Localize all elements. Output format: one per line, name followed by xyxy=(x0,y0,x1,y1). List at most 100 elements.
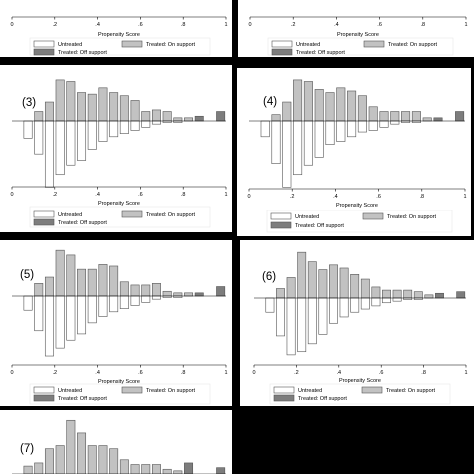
bar-untreated xyxy=(151,120,161,125)
bar-treated-on xyxy=(141,464,151,474)
bar-untreated xyxy=(390,120,400,125)
x-tick-label: .4 xyxy=(334,22,339,28)
bar-untreated xyxy=(109,120,119,138)
bar-treated-on xyxy=(424,294,434,299)
bar-treated-on xyxy=(368,106,378,122)
legend-4: Untreated Treated: On support Treated: O… xyxy=(266,210,453,233)
bar-treated-on xyxy=(141,111,151,122)
bar-untreated xyxy=(151,295,161,300)
bar-treated-on xyxy=(413,291,423,299)
bar-treated-on xyxy=(339,267,349,299)
x-axis-title: Propensity Score xyxy=(98,379,140,385)
x-tick-label: 0 xyxy=(247,194,250,200)
bar-untreated xyxy=(271,120,281,164)
legend-untreated-swatch xyxy=(33,40,55,48)
legend-treated-on-swatch xyxy=(121,40,143,48)
legend-treated-on-label: Treated: On support xyxy=(388,42,437,48)
bar-treated-on xyxy=(44,101,54,122)
x-tick-label: 1 xyxy=(464,370,467,376)
x-ticks-3: 0 .2 .4 .6 .8 1 xyxy=(10,187,228,198)
bar-treated-on xyxy=(371,286,381,299)
bar-untreated xyxy=(141,120,151,128)
bar-treated-on xyxy=(109,92,119,122)
bar-treated-on xyxy=(422,117,432,122)
x-tick-label: .8 xyxy=(181,22,186,28)
x-tick-label: .6 xyxy=(376,194,381,200)
bar-treated-on xyxy=(151,283,161,297)
bar-treated-on xyxy=(130,284,140,297)
bar-treated-on xyxy=(151,464,161,474)
bar-untreated xyxy=(260,120,270,138)
bar-treated-on xyxy=(318,269,328,299)
x-tick-label: .8 xyxy=(420,194,425,200)
bar-treated-off xyxy=(433,117,443,122)
legend-treated-off-swatch xyxy=(271,48,293,56)
bar-untreated xyxy=(119,295,129,309)
legend-untreated-swatch xyxy=(33,210,55,218)
bar-treated-on xyxy=(130,464,140,474)
bar-treated-off xyxy=(456,291,466,299)
x-tick-label: .8 xyxy=(181,370,186,376)
bar-treated-on xyxy=(119,281,129,297)
bar-treated-on xyxy=(66,254,76,297)
x-axis-title: Propensity Score xyxy=(98,201,140,207)
legend-untreated-label: Untreated xyxy=(296,42,320,48)
bar-treated-on xyxy=(44,276,54,297)
legend-treated-off-label: Treated: Off support xyxy=(296,50,345,56)
legend-treated-on-label: Treated: On support xyxy=(146,42,195,48)
bar-untreated xyxy=(357,120,367,133)
bar-untreated xyxy=(360,297,370,310)
bar-treated-on xyxy=(66,81,76,122)
x-tick-label: .4 xyxy=(333,194,338,200)
x-tick-label: .6 xyxy=(138,22,143,28)
bars-3 xyxy=(23,79,226,188)
legend-treated-off-label: Treated: Off support xyxy=(58,396,107,402)
bar-treated-on xyxy=(130,100,140,122)
x-tick-label: 1 xyxy=(463,194,466,200)
bar-untreated xyxy=(55,295,65,349)
bar-treated-off xyxy=(435,292,444,299)
bar-treated-on xyxy=(173,117,183,122)
bar-treated-on xyxy=(55,249,65,297)
legend-untreated-label: Untreated xyxy=(295,214,319,220)
x-tick-label: .2 xyxy=(53,22,58,28)
bar-treated-on xyxy=(350,273,360,299)
bar-treated-on xyxy=(347,90,357,122)
bars-4 xyxy=(260,79,465,188)
bar-untreated xyxy=(276,297,285,337)
bar-treated-off xyxy=(194,292,204,297)
x-tick-label: 0 xyxy=(10,370,13,376)
bar-untreated xyxy=(297,297,307,353)
legend-untreated-label: Untreated xyxy=(58,42,82,48)
bar-treated-on xyxy=(162,290,172,297)
bar-untreated xyxy=(314,120,324,158)
bar-untreated xyxy=(87,295,97,324)
bar-treated-on xyxy=(411,111,421,122)
bars-7 xyxy=(23,419,226,474)
panel-label-3: (3) xyxy=(22,97,36,109)
bar-treated-on xyxy=(314,89,324,122)
bar-treated-on xyxy=(119,95,129,122)
bar-untreated xyxy=(379,120,389,128)
bar-treated-on xyxy=(282,101,292,122)
panel-2: 0 .2 .4 .6 .8 1 Propensity Score Untreated Tr… xyxy=(238,0,474,57)
x-ticks-6: 0 .2 .4 .6 .8 1 xyxy=(252,365,468,376)
legend-treated-off-swatch xyxy=(33,218,55,226)
histogram-6: (6) 0 .2 .4 .6 .8 1 Propensity Score Untreate… xyxy=(252,251,468,405)
panel-5: (5) 0 .2 .4 .6 .8 1 Propensity Score Untreate… xyxy=(0,240,232,406)
bar-treated-on xyxy=(98,264,108,297)
bar-untreated xyxy=(282,120,292,188)
bar-treated-on xyxy=(303,81,313,122)
histogram-5: (5) 0 .2 .4 .6 .8 1 Propensity Score Untreate… xyxy=(10,249,228,405)
x-tick-label: 0 xyxy=(10,192,13,198)
x-tick-label: .8 xyxy=(421,22,426,28)
x-tick-label: .6 xyxy=(379,370,384,376)
x-axis-title: Propensity Score xyxy=(336,203,378,209)
x-tick-label: 1 xyxy=(464,22,467,28)
panel-4-legend: Untreated Treated: On support Treated: O… xyxy=(237,210,471,236)
x-tick-label: .6 xyxy=(377,22,382,28)
bar-treated-on xyxy=(173,292,183,297)
bar-untreated xyxy=(303,120,313,166)
bar-treated-on xyxy=(109,448,119,474)
bar-treated-on xyxy=(98,445,108,474)
